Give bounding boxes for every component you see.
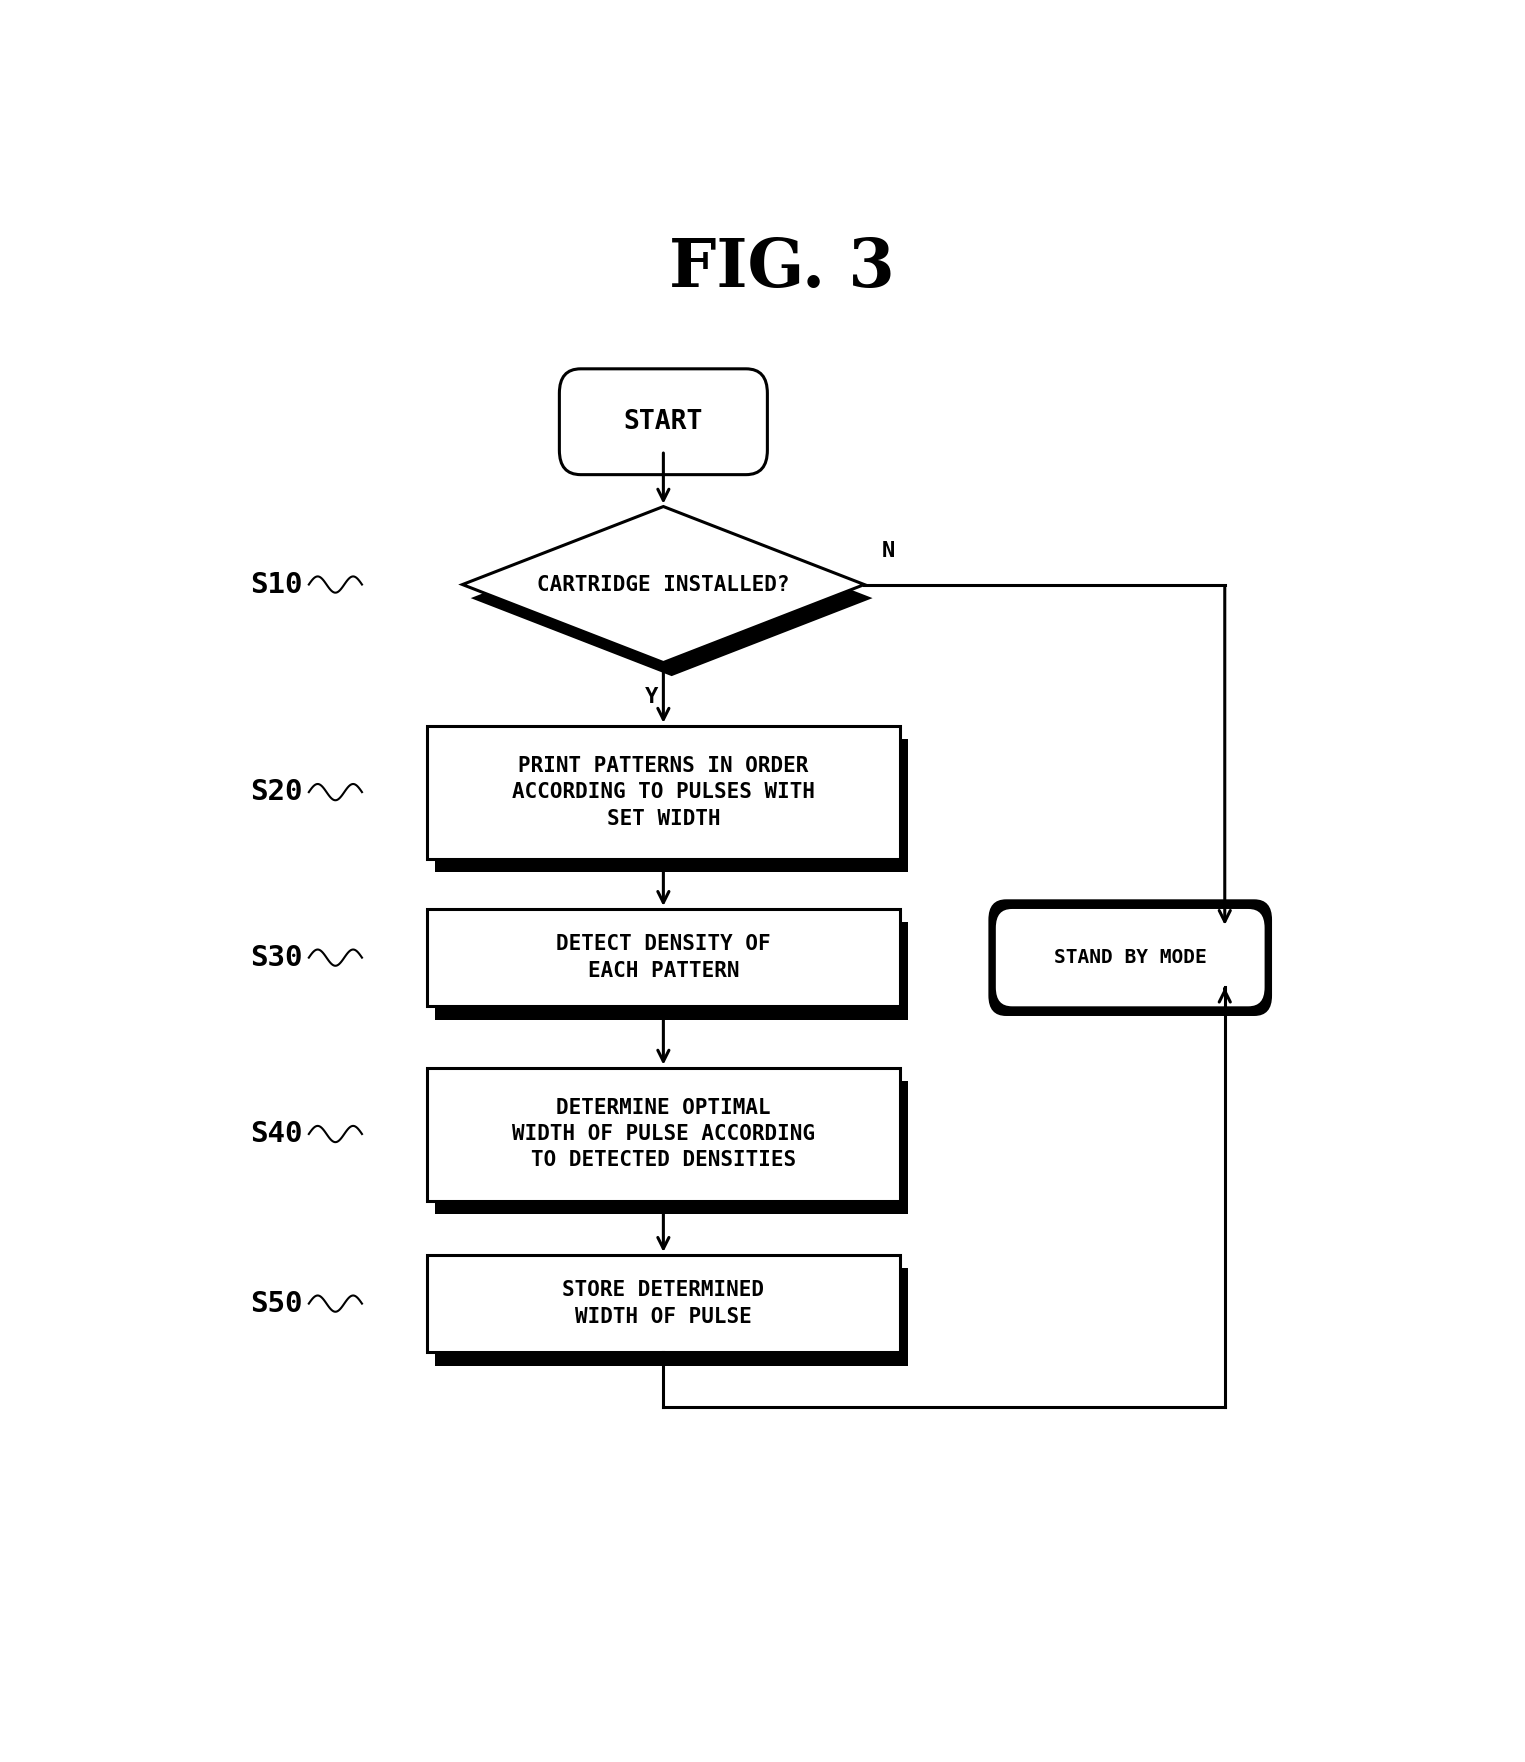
Text: N: N	[881, 541, 895, 560]
Text: STAND BY MODE: STAND BY MODE	[1054, 948, 1206, 967]
Text: PRINT PATTERNS IN ORDER
ACCORDING TO PULSES WITH
SET WIDTH: PRINT PATTERNS IN ORDER ACCORDING TO PUL…	[512, 756, 814, 828]
FancyBboxPatch shape	[560, 368, 767, 474]
Text: S10: S10	[250, 571, 303, 599]
Polygon shape	[471, 520, 872, 677]
Bar	[427, 1255, 900, 1353]
Text: DETECT DENSITY OF
EACH PATTERN: DETECT DENSITY OF EACH PATTERN	[557, 934, 770, 981]
Text: S20: S20	[250, 779, 303, 807]
FancyBboxPatch shape	[994, 907, 1266, 1008]
FancyBboxPatch shape	[988, 899, 1272, 1017]
Bar	[427, 909, 900, 1006]
Text: CARTRIDGE INSTALLED?: CARTRIDGE INSTALLED?	[537, 574, 790, 594]
Bar	[435, 1082, 907, 1214]
Bar	[435, 740, 907, 872]
Bar	[435, 922, 907, 1020]
Text: START: START	[624, 409, 703, 435]
Text: STORE DETERMINED
WIDTH OF PULSE: STORE DETERMINED WIDTH OF PULSE	[563, 1281, 764, 1327]
Polygon shape	[462, 506, 865, 663]
Text: FIG. 3: FIG. 3	[668, 236, 895, 301]
Text: S40: S40	[250, 1121, 303, 1149]
Bar	[427, 726, 900, 858]
Bar	[427, 1068, 900, 1200]
Bar	[435, 1269, 907, 1366]
Text: Y: Y	[645, 687, 659, 707]
Text: S30: S30	[250, 944, 303, 971]
Text: DETERMINE OPTIMAL
WIDTH OF PULSE ACCORDING
TO DETECTED DENSITIES: DETERMINE OPTIMAL WIDTH OF PULSE ACCORDI…	[512, 1098, 814, 1170]
Text: S50: S50	[250, 1290, 303, 1318]
